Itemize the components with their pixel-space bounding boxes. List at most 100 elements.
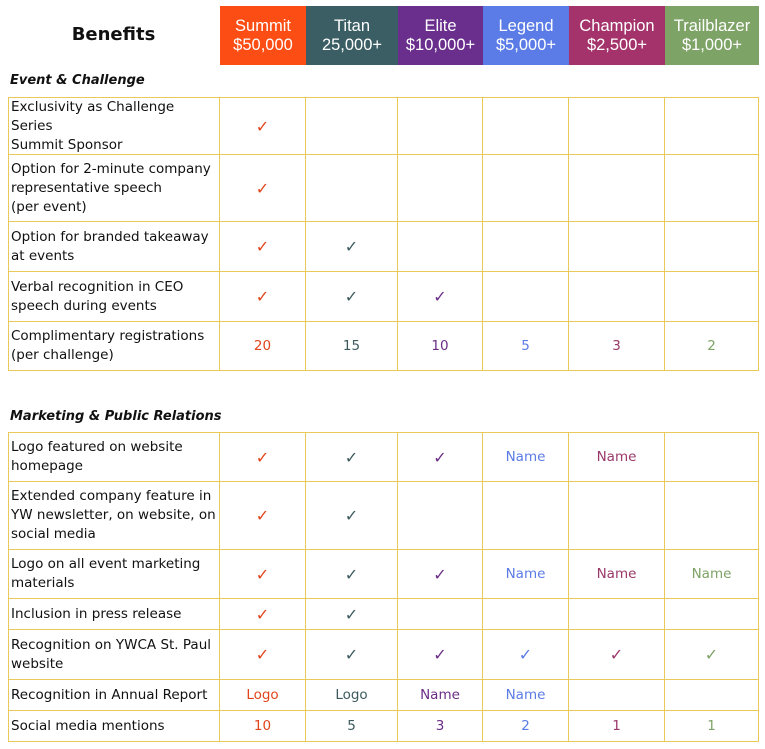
benefit-label: Extended company feature in YW newslette… xyxy=(8,482,220,550)
tier-value xyxy=(665,155,759,222)
check-icon: ✓ xyxy=(306,599,398,630)
tier-value xyxy=(483,599,569,630)
tier-value: 10 xyxy=(220,711,306,742)
table-row: Logo featured on website homepage ✓ ✓ ✓ Name… xyxy=(8,432,759,482)
tier-value xyxy=(569,272,665,322)
tier-name: Elite xyxy=(424,16,457,35)
table-row: Complimentary registrations (per challen… xyxy=(8,322,759,371)
table-row: Recognition in Annual Report Logo Logo Name… xyxy=(8,680,759,711)
tier-value xyxy=(306,155,398,222)
tier-value: Name xyxy=(483,680,569,711)
check-icon: ✓ xyxy=(306,272,398,322)
tier-value: Logo xyxy=(306,680,398,711)
check-icon: ✓ xyxy=(306,432,398,482)
benefit-label: Complimentary registrations (per challen… xyxy=(8,322,220,371)
tier-value xyxy=(665,222,759,272)
benefit-label: Recognition in Annual Report xyxy=(8,680,220,711)
tier-value: 3 xyxy=(569,322,665,371)
check-icon: ✓ xyxy=(220,630,306,680)
check-icon: ✓ xyxy=(398,550,483,599)
table-row: Exclusivity as Challenge Series Summit S… xyxy=(8,97,759,155)
check-icon: ✓ xyxy=(306,482,398,550)
tier-name: Summit xyxy=(235,16,291,35)
tier-value xyxy=(483,155,569,222)
tier-name: Trailblazer xyxy=(673,16,751,35)
tier-amount: $50,000 xyxy=(233,35,293,54)
check-icon: ✓ xyxy=(398,630,483,680)
tier-header-champion: Champion $2,500+ xyxy=(569,6,665,65)
check-icon: ✓ xyxy=(306,630,398,680)
tier-amount: $2,500+ xyxy=(586,35,648,54)
benefit-label: Exclusivity as Challenge Series Summit S… xyxy=(8,97,220,155)
tier-value xyxy=(569,599,665,630)
tier-value: Name xyxy=(569,550,665,599)
check-icon: ✓ xyxy=(306,222,398,272)
tier-value: Name xyxy=(569,432,665,482)
check-icon: ✓ xyxy=(220,550,306,599)
tier-value xyxy=(398,599,483,630)
tier-value xyxy=(483,222,569,272)
tier-value xyxy=(665,680,759,711)
tier-header-summit: Summit $50,000 xyxy=(220,6,306,65)
tier-value: 1 xyxy=(569,711,665,742)
tier-header-legend: Legend $5,000+ xyxy=(483,6,569,65)
tier-value xyxy=(398,155,483,222)
tier-header-trailblazer: Trailblazer $1,000+ xyxy=(665,6,759,65)
tier-amount: 25,000+ xyxy=(321,35,383,54)
tier-amount: $1,000+ xyxy=(681,35,743,54)
tier-name: Titan xyxy=(333,16,371,35)
table-row: Inclusion in press release ✓ ✓ xyxy=(8,599,759,630)
tier-value xyxy=(665,599,759,630)
table-row: Social media mentions 10 5 3 2 1 1 xyxy=(8,711,759,742)
tier-value xyxy=(569,482,665,550)
benefit-label: Option for branded takeaway at events xyxy=(8,222,220,272)
tier-value: 20 xyxy=(220,322,306,371)
tier-value: Name xyxy=(398,680,483,711)
benefits-header-label: Benefits xyxy=(71,23,156,45)
check-icon: ✓ xyxy=(569,630,665,680)
tier-value: Name xyxy=(483,550,569,599)
tier-value: 3 xyxy=(398,711,483,742)
check-icon: ✓ xyxy=(220,97,306,155)
benefit-label: Logo on all event marketing materials xyxy=(8,550,220,599)
check-icon: ✓ xyxy=(306,550,398,599)
check-icon: ✓ xyxy=(220,482,306,550)
tier-value xyxy=(398,482,483,550)
table-row: Recognition on YWCA St. Paul website ✓ ✓ ✓ ✓… xyxy=(8,630,759,680)
tier-name: Legend xyxy=(498,16,554,35)
tier-value: 5 xyxy=(306,711,398,742)
tier-value xyxy=(569,97,665,155)
tier-name: Champion xyxy=(579,16,655,35)
tier-amount: $5,000+ xyxy=(495,35,557,54)
benefit-label: Recognition on YWCA St. Paul website xyxy=(8,630,220,680)
benefit-label: Social media mentions xyxy=(8,711,220,742)
benefit-label: Logo featured on website homepage xyxy=(8,432,220,482)
tier-value: 5 xyxy=(483,322,569,371)
check-icon: ✓ xyxy=(220,222,306,272)
benefit-label: Inclusion in press release xyxy=(8,599,220,630)
tier-value xyxy=(483,482,569,550)
tier-value xyxy=(483,272,569,322)
check-icon: ✓ xyxy=(483,630,569,680)
table-row: Logo on all event marketing materials ✓ ✓ ✓… xyxy=(8,550,759,599)
tier-value: Name xyxy=(483,432,569,482)
check-icon: ✓ xyxy=(220,272,306,322)
check-icon: ✓ xyxy=(220,155,306,222)
tier-value: Logo xyxy=(220,680,306,711)
benefit-label: Option for 2-minute company representati… xyxy=(8,155,220,222)
tier-header-elite: Elite $10,000+ xyxy=(398,6,483,65)
tier-value: 1 xyxy=(665,711,759,742)
tier-value xyxy=(398,222,483,272)
tier-value: 2 xyxy=(483,711,569,742)
tier-value xyxy=(665,272,759,322)
tier-header-titan: Titan 25,000+ xyxy=(306,6,398,65)
tier-value: 10 xyxy=(398,322,483,371)
check-icon: ✓ xyxy=(398,432,483,482)
section-title: Event & Challenge xyxy=(10,73,145,88)
tier-value xyxy=(398,97,483,155)
check-icon: ✓ xyxy=(220,432,306,482)
tier-value xyxy=(665,432,759,482)
benefit-label: Verbal recognition in CEO speech during … xyxy=(8,272,220,322)
tier-value: Name xyxy=(665,550,759,599)
